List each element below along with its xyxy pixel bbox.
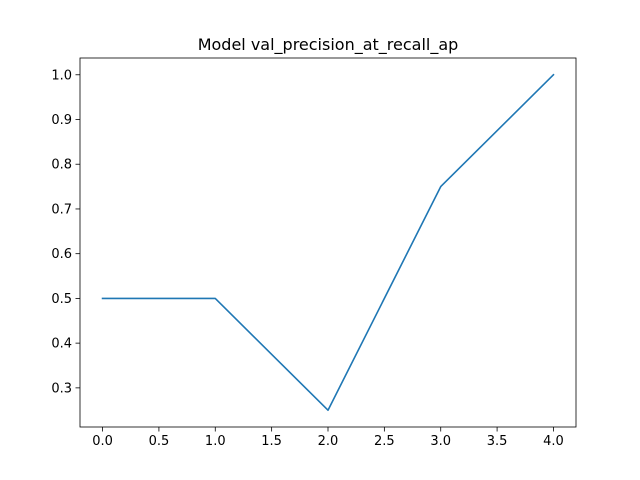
x-tick-label: 2.0 (318, 434, 339, 449)
plot-area: 0.0 0.5 1.0 1.5 2.0 2.5 3.0 3.5 4.0 0.3 0.4 0.5 0.6 0… (51, 57, 577, 449)
y-tick-label: 0.9 (51, 113, 72, 128)
y-tick-label: 0.4 (51, 337, 72, 352)
series-line (101, 73, 555, 412)
x-tick-label: 0.0 (92, 434, 113, 449)
x-tick-label: 2.5 (374, 434, 395, 449)
y-tick-label: 0.3 (51, 381, 72, 396)
chart-title: Model val_precision_at_recall_ap (198, 35, 459, 55)
x-tick-label: 1.0 (205, 434, 226, 449)
x-tick-label: 3.5 (487, 434, 508, 449)
y-tick-label: 1.0 (51, 68, 72, 83)
x-tick-label: 3.0 (430, 434, 451, 449)
y-tick-label: 0.5 (51, 292, 72, 307)
x-tick-label: 4.0 (543, 434, 564, 449)
y-tick-label: 0.6 (51, 247, 72, 262)
axes-frame (79, 57, 577, 428)
x-tick-label: 0.5 (149, 434, 170, 449)
y-tick-label: 0.7 (51, 202, 72, 217)
y-tick-label: 0.8 (51, 158, 72, 173)
x-tick-label: 1.5 (261, 434, 282, 449)
